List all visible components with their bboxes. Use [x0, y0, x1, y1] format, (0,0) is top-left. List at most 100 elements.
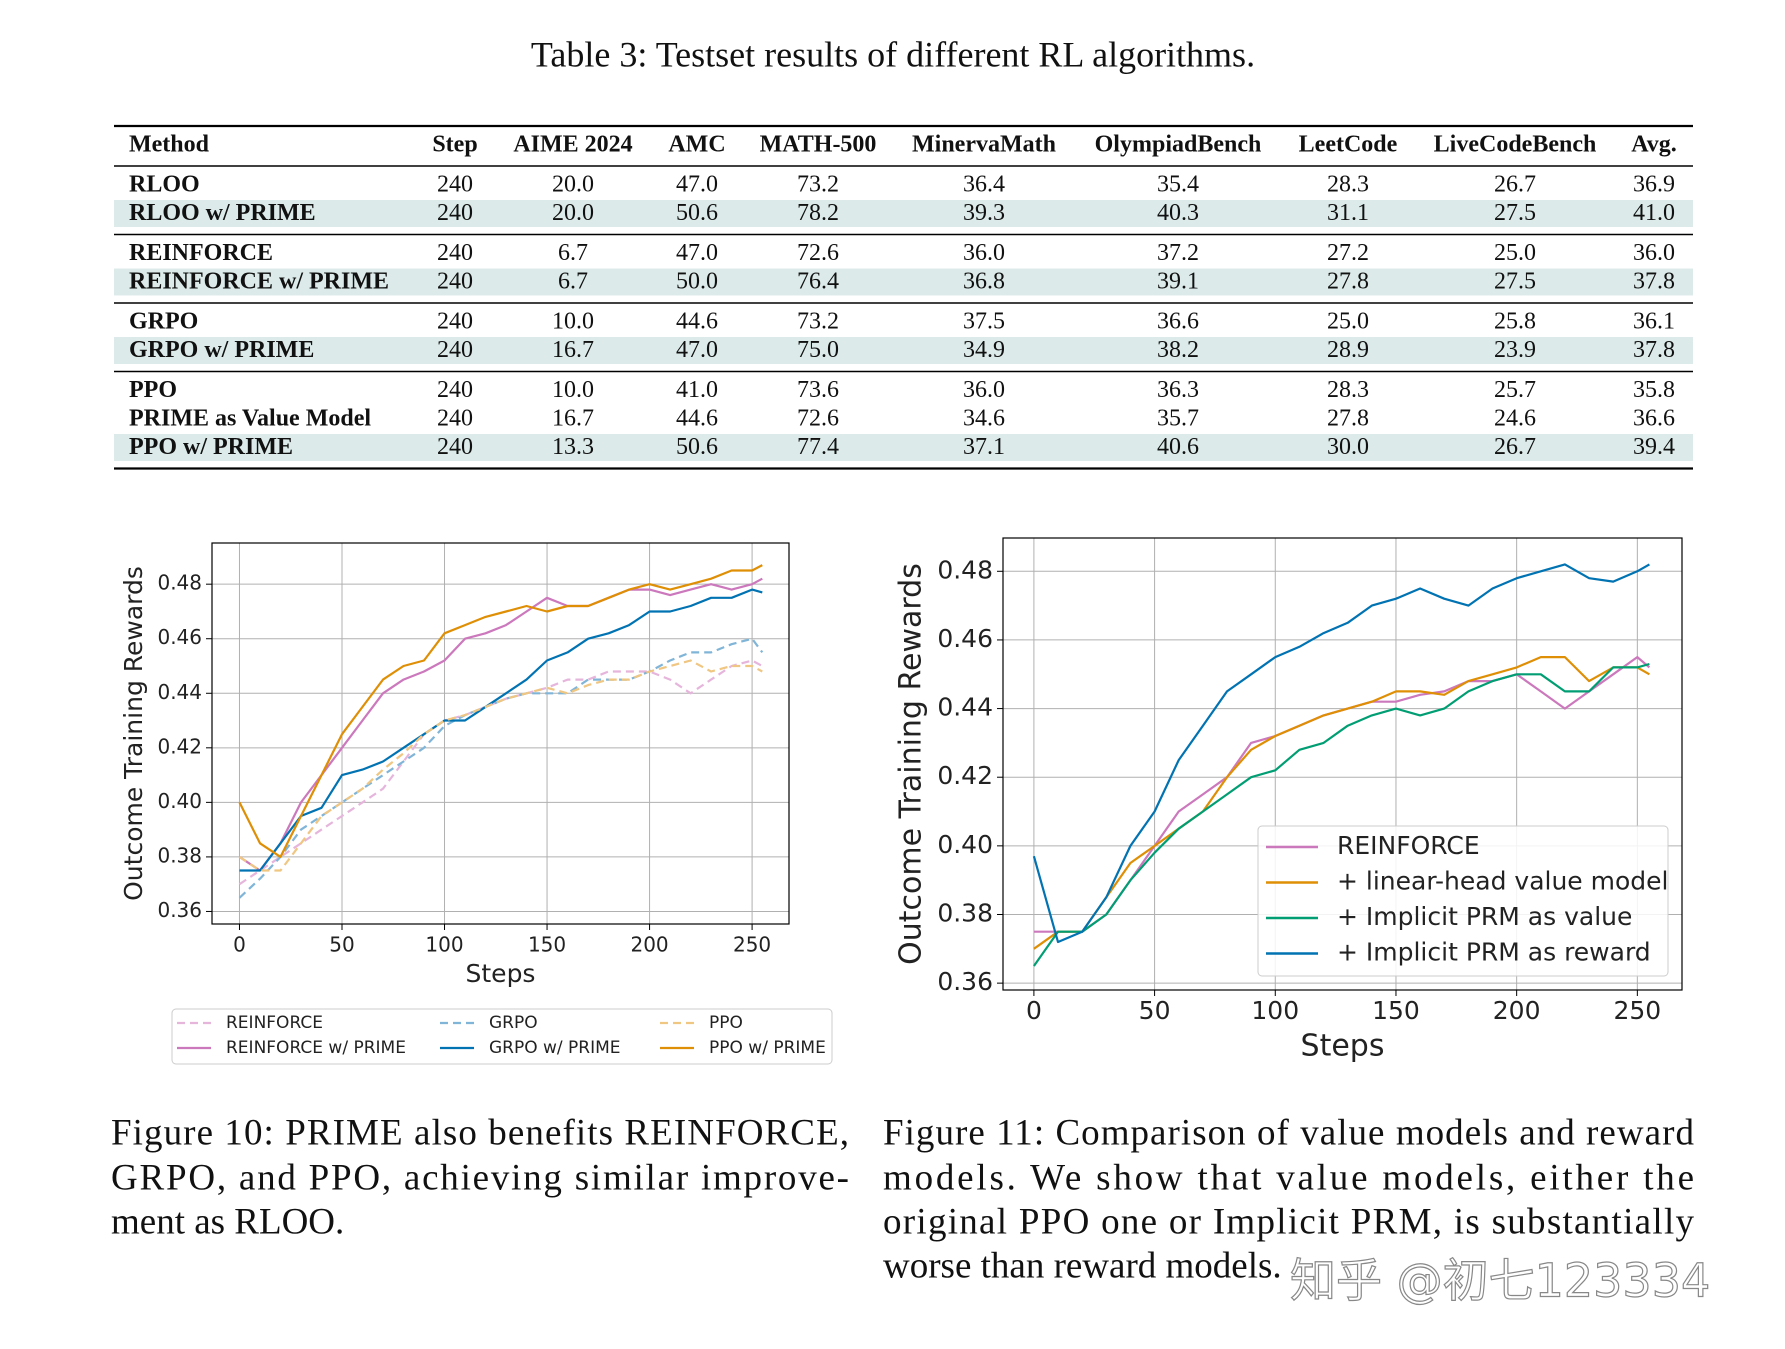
table-cell: 240	[437, 377, 473, 403]
table-cell: 27.2	[1327, 240, 1369, 266]
table-cell: 44.6	[676, 309, 718, 335]
table-header: Avg.	[1631, 132, 1677, 158]
series-line	[238, 564, 763, 858]
table-header: AIME 2024	[513, 132, 632, 158]
method-cell: GRPO w/ PRIME	[129, 337, 314, 363]
table-cell: 50.0	[676, 269, 718, 295]
legend-label: GRPO	[489, 1013, 538, 1033]
table-cell: 41.0	[676, 377, 718, 403]
table-cell: 78.2	[797, 200, 839, 226]
table-header: Step	[432, 132, 477, 158]
table-cell: 13.3	[552, 434, 594, 460]
series-line	[1033, 656, 1650, 950]
table-header: LiveCodeBench	[1434, 132, 1597, 158]
table-cell: 25.7	[1494, 377, 1536, 403]
table-cell: 28.3	[1327, 172, 1369, 198]
series-line	[1032, 563, 1650, 944]
x-tick-label: 250	[1613, 996, 1661, 1025]
table-cell: 73.2	[797, 172, 839, 198]
table-cell: 38.2	[1157, 337, 1199, 363]
table-cell: 240	[437, 269, 473, 295]
y-tick-label: 0.38	[937, 898, 993, 927]
table-cell: 240	[437, 309, 473, 335]
row-highlight	[114, 337, 1693, 364]
x-axis-label: Steps	[1301, 1029, 1385, 1064]
y-tick-label: 0.36	[937, 967, 993, 996]
table-cell: 73.6	[797, 377, 839, 403]
legend-label: + linear-head value model	[1337, 867, 1668, 896]
legend-label: + Implicit PRM as reward	[1337, 938, 1651, 967]
method-cell: RLOO	[129, 172, 200, 198]
series-line	[1032, 662, 1650, 967]
legend-label: PPO w/ PRIME	[709, 1038, 826, 1058]
table-cell: 35.4	[1157, 172, 1199, 198]
table-cell: 28.3	[1327, 377, 1369, 403]
table-cell: 36.9	[1633, 172, 1675, 198]
figure-caption: GRPO, and PPO, achieving similar improve…	[111, 1157, 849, 1198]
table-cell: 47.0	[676, 337, 718, 363]
table-cell: 39.1	[1157, 269, 1199, 295]
x-tick-label: 150	[1372, 996, 1420, 1025]
x-tick-label: 0	[1026, 996, 1042, 1025]
figure-caption: ment as RLOO.	[111, 1201, 344, 1242]
series-line	[238, 659, 763, 872]
table-header: OlympiadBench	[1095, 132, 1262, 158]
x-tick-label: 150	[528, 933, 566, 957]
y-tick-label: 0.42	[937, 761, 993, 790]
table-cell: 24.6	[1494, 406, 1536, 432]
legend-label: GRPO w/ PRIME	[489, 1038, 621, 1058]
legend-label: REINFORCE w/ PRIME	[226, 1038, 406, 1058]
table-cell: 36.0	[963, 240, 1005, 266]
y-axis-label: Outcome Training Rewards	[119, 566, 148, 901]
row-highlight	[114, 434, 1693, 461]
table-header: MATH-500	[760, 132, 877, 158]
figure-caption: Figure 11: Comparison of value models an…	[883, 1112, 1695, 1153]
method-cell: RLOO w/ PRIME	[129, 200, 316, 226]
y-tick-label: 0.48	[937, 555, 993, 584]
table-cell: 16.7	[552, 406, 594, 432]
table-cell: 34.9	[963, 337, 1005, 363]
method-cell: GRPO	[129, 309, 198, 335]
table-cell: 36.4	[963, 172, 1005, 198]
figure-caption: original PPO one or Implicit PRM, is sub…	[883, 1201, 1695, 1242]
table-cell: 36.6	[1157, 309, 1199, 335]
method-cell: PPO w/ PRIME	[129, 434, 293, 460]
table-cell: 36.0	[1633, 240, 1675, 266]
legend-label: REINFORCE	[1337, 831, 1480, 860]
table-cell: 40.3	[1157, 200, 1199, 226]
table-cell: 36.6	[1633, 406, 1675, 432]
legend-label: PPO	[709, 1013, 743, 1033]
x-tick-label: 100	[1251, 996, 1299, 1025]
table-cell: 25.0	[1494, 240, 1536, 266]
x-tick-label: 100	[425, 933, 463, 957]
table-header: AMC	[668, 132, 725, 158]
table-cell: 20.0	[552, 172, 594, 198]
method-cell: REINFORCE	[129, 240, 273, 266]
table-cell: 50.6	[676, 200, 718, 226]
y-tick-label: 0.40	[157, 789, 202, 813]
table-cell: 240	[437, 172, 473, 198]
table-cell: 39.3	[963, 200, 1005, 226]
row-highlight	[114, 268, 1693, 296]
table-cell: 31.1	[1327, 200, 1369, 226]
x-tick-label: 50	[1139, 996, 1171, 1025]
series-line	[238, 577, 763, 872]
table-cell: 6.7	[558, 269, 588, 295]
table-cell: 37.5	[963, 309, 1005, 335]
table-cell: 25.8	[1494, 309, 1536, 335]
x-tick-label: 50	[329, 933, 354, 957]
table-cell: 34.6	[963, 406, 1005, 432]
plot-frame	[1002, 537, 1683, 991]
legend-label: REINFORCE	[226, 1013, 323, 1033]
table-cell: 72.6	[797, 240, 839, 266]
table-cell: 27.8	[1327, 406, 1369, 432]
y-tick-label: 0.36	[157, 898, 202, 922]
y-tick-label: 0.38	[157, 843, 202, 867]
table-header: MinervaMath	[912, 132, 1056, 158]
table-cell: 10.0	[552, 377, 594, 403]
table-cell: 20.0	[552, 200, 594, 226]
table-cell: 16.7	[552, 337, 594, 363]
method-cell: PRIME as Value Model	[129, 406, 371, 432]
table-cell: 75.0	[797, 337, 839, 363]
